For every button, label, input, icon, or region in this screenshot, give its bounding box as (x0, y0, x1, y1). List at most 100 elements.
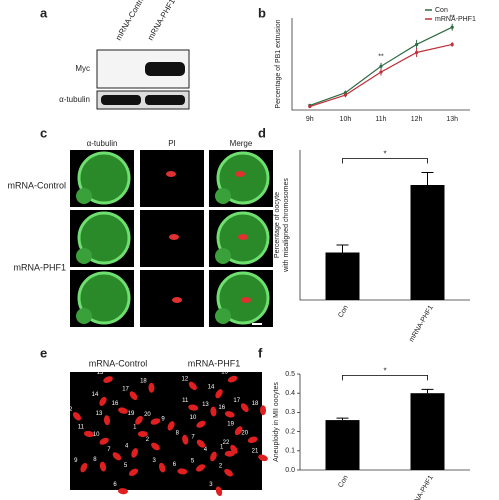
x-tick-label: mRNA-PHF1 (408, 474, 435, 500)
chromosome (177, 468, 188, 475)
chromosome-number: 5 (124, 463, 128, 469)
bar (410, 185, 445, 300)
x-tick-label: 11h (375, 116, 386, 123)
chromosome-number: 17 (233, 398, 240, 404)
chromosome (80, 462, 88, 473)
chromosome-number: 8 (93, 457, 97, 463)
chromosome (158, 462, 166, 473)
chromosome-number: 1 (133, 425, 137, 431)
chromosome (240, 403, 249, 412)
chromosome (118, 488, 128, 495)
chromosome (103, 415, 111, 426)
chromosomes (172, 297, 182, 303)
spread-title: mRNA-Control (89, 358, 148, 368)
chromosome-number: 14 (92, 392, 99, 398)
point (415, 42, 419, 47)
lane-label: mRNA-Control (114, 0, 148, 42)
chromosome (118, 407, 128, 414)
chromosome (182, 434, 189, 445)
chromosome-number: 12 (182, 376, 189, 382)
chromosome-number: 18 (252, 401, 259, 407)
column-header: Merge (230, 139, 253, 148)
band (145, 95, 185, 105)
annotation: ** (449, 15, 455, 22)
chromosome (131, 448, 138, 458)
chromosome-number: 17 (122, 386, 129, 392)
significance: * (383, 366, 386, 375)
chromosome (224, 450, 235, 457)
chromosome (99, 461, 107, 472)
chromosome-number: 2 (146, 437, 150, 443)
chromosome-number: 16 (218, 405, 225, 411)
y-tick-label: 0.3 (285, 409, 295, 416)
spread-title: mRNA-PHF1 (188, 358, 241, 368)
chromosome-number: 9 (74, 458, 78, 464)
band (145, 62, 185, 76)
x-tick-label: 9h (306, 116, 314, 123)
column-header: PI (168, 139, 176, 148)
oocyte (77, 271, 131, 325)
chromosome (210, 451, 217, 462)
chromosome (129, 391, 138, 401)
point (308, 104, 312, 109)
chromosome (137, 431, 148, 437)
chromosome (129, 468, 139, 477)
chromosome (196, 439, 206, 448)
chromosomes (235, 171, 245, 177)
lane-label: mRNA-PHF1 (146, 0, 177, 42)
chromosome-number: 10 (190, 415, 197, 421)
chromosome (72, 412, 82, 421)
chromosome-number: 4 (125, 444, 129, 450)
y-axis-label: Percentage of oocyte (274, 192, 281, 258)
chromosome (227, 375, 238, 383)
chromosome (210, 406, 217, 417)
chromosome-number: 9 (161, 416, 165, 422)
chromosome (150, 418, 161, 425)
y-tick-label: 0.1 (285, 448, 295, 455)
error-bar (421, 172, 434, 185)
panel-label: b (258, 5, 266, 20)
y-tick-label: 0.2 (285, 428, 295, 435)
chromosomes (166, 171, 176, 177)
chromosome (247, 436, 258, 443)
annotation: ** (378, 54, 384, 61)
chromosome-number: 13 (96, 411, 103, 417)
oocyte (77, 211, 131, 265)
chromosome-number: 15 (97, 370, 104, 376)
chromosome (148, 382, 155, 393)
x-tick-label: Con (337, 474, 350, 489)
error-bar (421, 388, 434, 394)
chromosome-number: 4 (204, 447, 208, 453)
polar-body (76, 248, 92, 264)
chromosome (99, 396, 107, 406)
chromosome-number: 11 (182, 398, 189, 404)
micrograph (140, 270, 204, 327)
chromosome (196, 420, 206, 428)
oocyte (77, 151, 131, 205)
chromosome-number: 15 (221, 370, 228, 376)
chromosome (260, 405, 267, 416)
error-bar (336, 417, 349, 421)
panel-label: a (40, 5, 48, 20)
chromosome-number: 18 (140, 378, 147, 384)
bar (325, 252, 360, 300)
legend-label: Con (435, 7, 448, 14)
chromosome-number: 3 (209, 482, 213, 488)
point (450, 42, 454, 47)
y-axis-label: with misaligned chromosomes (283, 178, 290, 273)
point (379, 64, 383, 68)
y-axis-label: Aneuploidy in MII oocytes (273, 382, 280, 462)
significance: * (383, 150, 386, 159)
y-tick-label: 0.5 (285, 371, 295, 378)
chromosome-number: 19 (227, 421, 234, 427)
chromosome (99, 437, 109, 445)
chromosome-number: 16 (112, 401, 119, 407)
chromosome-number: 8 (176, 430, 180, 436)
chromosome (215, 486, 223, 497)
chromosome-number: 5 (191, 458, 195, 464)
chromosome-number: 13 (202, 402, 209, 408)
significance-bracket (342, 374, 428, 381)
panel-label: d (258, 125, 266, 140)
x-tick-label: Con (337, 304, 350, 319)
